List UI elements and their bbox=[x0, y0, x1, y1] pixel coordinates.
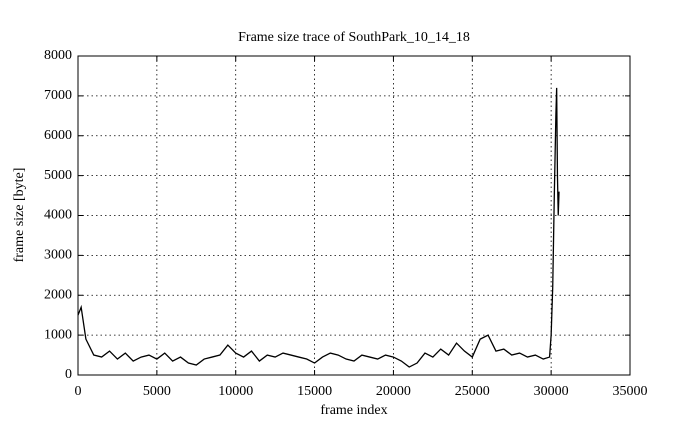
y-tick-label: 4000 bbox=[44, 208, 72, 223]
x-tick-label: 35000 bbox=[613, 384, 648, 399]
x-tick-label: 0 bbox=[75, 384, 82, 399]
y-tick-label: 0 bbox=[65, 367, 72, 382]
y-tick-label: 7000 bbox=[44, 88, 72, 103]
y-tick-label: 2000 bbox=[44, 287, 72, 302]
y-tick-label: 5000 bbox=[44, 168, 72, 183]
y-tick-label: 3000 bbox=[44, 248, 72, 263]
y-tick-label: 6000 bbox=[44, 128, 72, 143]
plot-frame bbox=[77, 55, 631, 376]
x-tick-label: 20000 bbox=[376, 384, 411, 399]
y-tick-label: 8000 bbox=[44, 48, 72, 63]
x-axis-label: frame index bbox=[320, 403, 387, 418]
x-tick-label: 5000 bbox=[143, 384, 171, 399]
x-tick-label: 25000 bbox=[455, 384, 490, 399]
x-tick-label: 15000 bbox=[297, 384, 332, 399]
data-line bbox=[77, 87, 560, 368]
chart-title: Frame size trace of SouthPark_10_14_18 bbox=[238, 30, 470, 45]
x-tick-label: 10000 bbox=[218, 384, 253, 399]
x-tick-label: 30000 bbox=[534, 384, 569, 399]
y-axis-label: frame size [byte] bbox=[12, 168, 27, 263]
y-tick-label: 1000 bbox=[44, 327, 72, 342]
